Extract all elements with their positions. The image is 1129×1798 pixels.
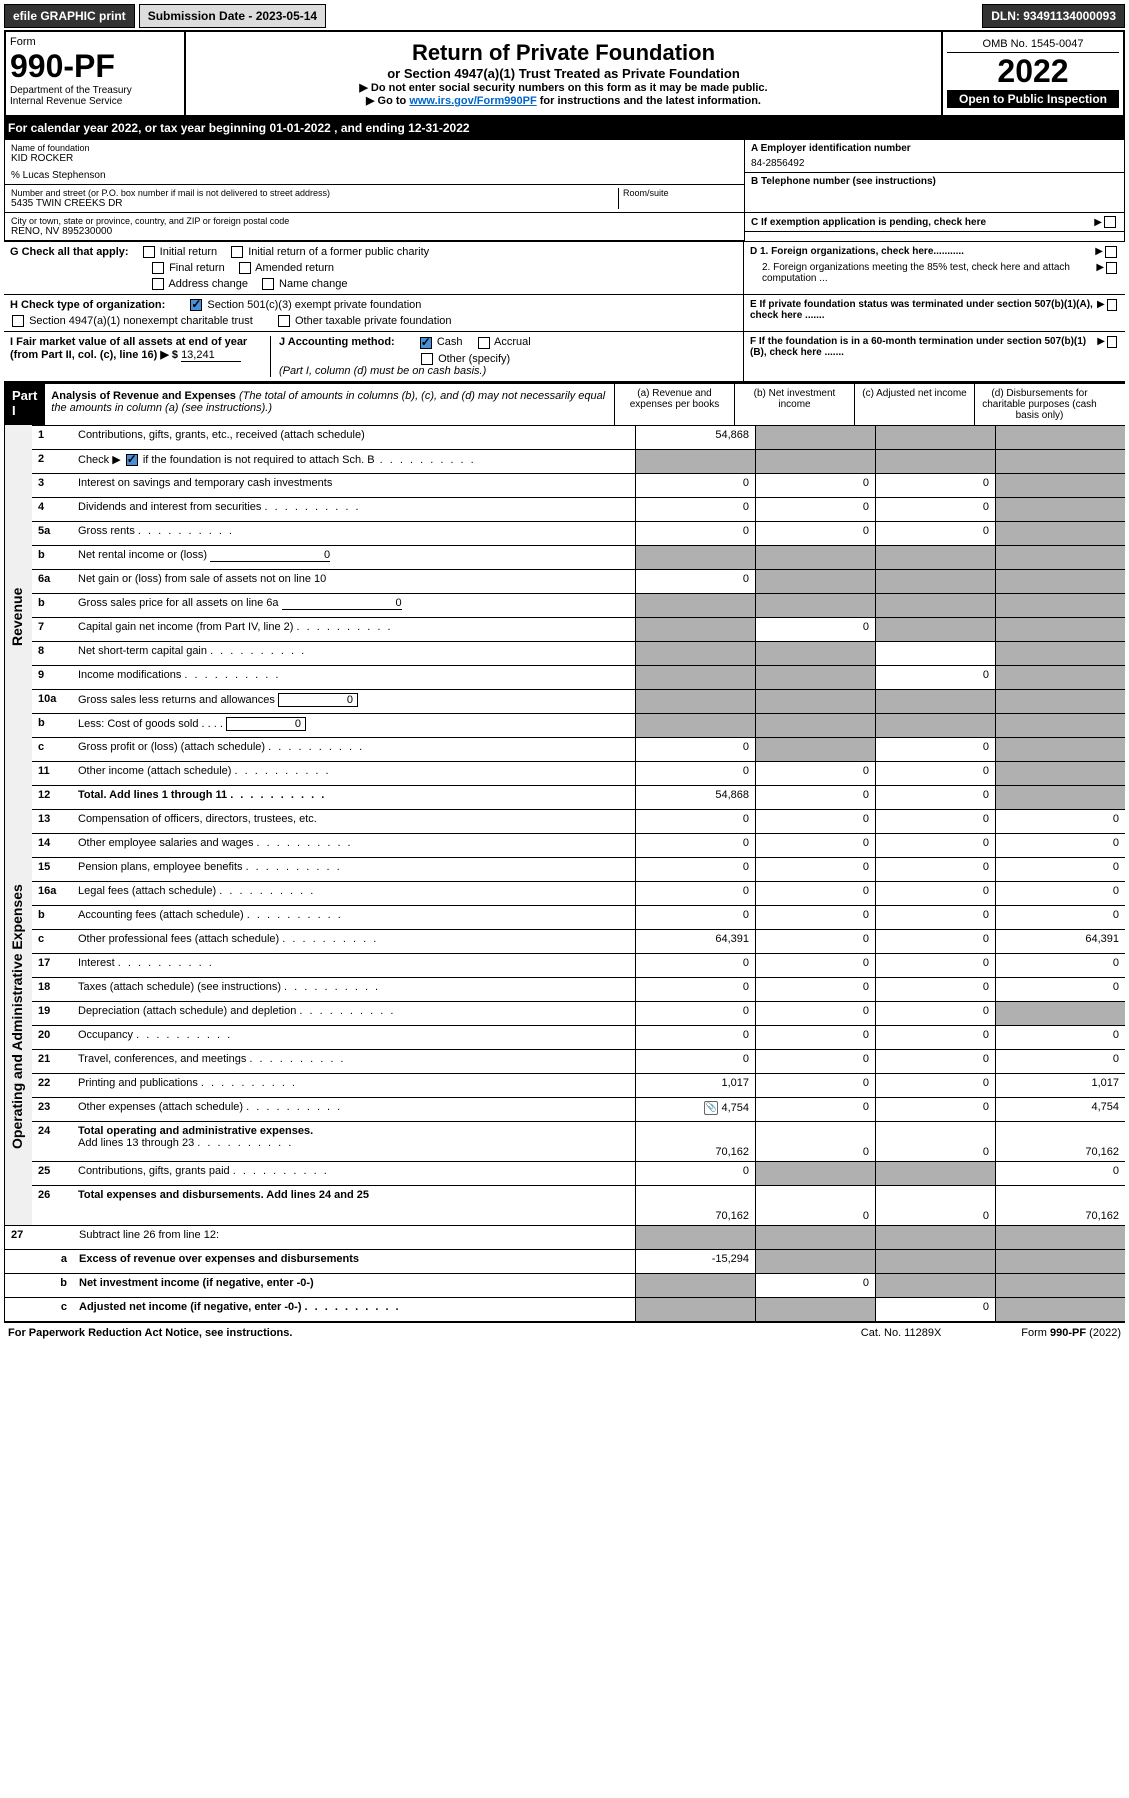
sch-b-checkbox[interactable] xyxy=(126,454,138,466)
name-change-checkbox[interactable] xyxy=(262,278,274,290)
col-b-header: (b) Net investment income xyxy=(734,384,854,425)
irs: Internal Revenue Service xyxy=(10,96,180,107)
d1-checkbox[interactable] xyxy=(1105,246,1117,258)
entity-info: Name of foundation KID ROCKER % Lucas St… xyxy=(4,139,1125,242)
d2-label: 2. Foreign organizations meeting the 85%… xyxy=(750,262,1096,284)
expenses-section: Operating and Administrative Expenses 13… xyxy=(4,809,1125,1225)
col-c-header: (c) Adjusted net income xyxy=(854,384,974,425)
check-section-h: H Check type of organization: Section 50… xyxy=(4,295,1125,332)
ein: 84-2856492 xyxy=(751,158,1118,169)
part1-title: Analysis of Revenue and Expenses xyxy=(51,390,236,402)
tax-year: 2022 xyxy=(947,53,1119,90)
c-label: C If exemption application is pending, c… xyxy=(751,217,986,228)
arrow-icon: ▶ xyxy=(1094,217,1102,228)
j-note: (Part I, column (d) must be on cash basi… xyxy=(279,365,737,377)
footer-form: Form 990-PF (2022) xyxy=(1021,1327,1121,1339)
d1-label: D 1. Foreign organizations, check here..… xyxy=(750,246,964,258)
cash-checkbox[interactable] xyxy=(420,337,432,349)
g-label: G Check all that apply: xyxy=(10,246,129,258)
c-checkbox[interactable] xyxy=(1104,216,1116,228)
address-change-checkbox[interactable] xyxy=(152,278,164,290)
501c3-checkbox[interactable] xyxy=(190,299,202,311)
h-label: H Check type of organization: xyxy=(10,299,165,311)
efile-button[interactable]: efile GRAPHIC print xyxy=(4,4,135,28)
col-a-header: (a) Revenue and expenses per books xyxy=(614,384,734,425)
address: 5435 TWIN CREEKS DR xyxy=(11,198,618,209)
foundation-name: KID ROCKER xyxy=(11,153,738,164)
form-note2: ▶ Go to www.irs.gov/Form990PF for instru… xyxy=(194,94,933,107)
other-method-checkbox[interactable] xyxy=(421,353,433,365)
footer-left: For Paperwork Reduction Act Notice, see … xyxy=(8,1327,292,1339)
room-label: Room/suite xyxy=(623,188,738,198)
e-label: E If private foundation status was termi… xyxy=(750,299,1097,321)
accrual-checkbox[interactable] xyxy=(478,337,490,349)
attachment-icon[interactable]: 📎 xyxy=(704,1101,718,1115)
part1-header-row: Part I Analysis of Revenue and Expenses … xyxy=(4,383,1125,425)
expenses-label: Operating and Administrative Expenses xyxy=(4,809,32,1225)
care-of: % Lucas Stephenson xyxy=(11,170,738,181)
omb: OMB No. 1545-0047 xyxy=(947,36,1119,53)
part1-label: Part I xyxy=(4,384,45,425)
dept: Department of the Treasury xyxy=(10,85,180,96)
other-taxable-checkbox[interactable] xyxy=(278,315,290,327)
inspection-badge: Open to Public Inspection xyxy=(947,90,1119,108)
j-label: J Accounting method: xyxy=(279,336,395,348)
revenue-section: Revenue 1Contributions, gifts, grants, e… xyxy=(4,425,1125,809)
city-label: City or town, state or province, country… xyxy=(11,216,738,226)
calendar-year: For calendar year 2022, or tax year begi… xyxy=(4,117,1125,139)
amended-checkbox[interactable] xyxy=(239,262,251,274)
form-note1: ▶ Do not enter social security numbers o… xyxy=(194,81,933,94)
check-section-ij: I Fair market value of all assets at end… xyxy=(4,332,1125,382)
form-label: Form xyxy=(10,36,180,48)
f-checkbox[interactable] xyxy=(1107,336,1117,348)
form-number: 990-PF xyxy=(10,48,180,85)
initial-former-checkbox[interactable] xyxy=(231,246,243,258)
name-label: Name of foundation xyxy=(11,143,738,153)
revenue-label: Revenue xyxy=(4,425,32,809)
dln: DLN: 93491134000093 xyxy=(982,4,1125,28)
check-section-g: G Check all that apply: Initial return I… xyxy=(4,242,1125,295)
4947-checkbox[interactable] xyxy=(12,315,24,327)
d2-checkbox[interactable] xyxy=(1106,262,1117,274)
final-return-checkbox[interactable] xyxy=(152,262,164,274)
irs-link[interactable]: www.irs.gov/Form990PF xyxy=(409,95,536,107)
cat-no: Cat. No. 11289X xyxy=(861,1327,942,1339)
form-subtitle: or Section 4947(a)(1) Trust Treated as P… xyxy=(194,66,933,81)
i-value: 13,241 xyxy=(181,349,241,362)
phone-label: B Telephone number (see instructions) xyxy=(751,176,1118,187)
city: RENO, NV 895230000 xyxy=(11,226,738,237)
page-footer: For Paperwork Reduction Act Notice, see … xyxy=(4,1321,1125,1343)
e-checkbox[interactable] xyxy=(1107,299,1117,311)
header-bar: efile GRAPHIC print Submission Date - 20… xyxy=(4,4,1125,28)
f-label: F If the foundation is in a 60-month ter… xyxy=(750,336,1097,358)
ein-label: A Employer identification number xyxy=(751,143,1118,154)
addr-label: Number and street (or P.O. box number if… xyxy=(11,188,618,198)
form-header: Form 990-PF Department of the Treasury I… xyxy=(4,30,1125,117)
initial-return-checkbox[interactable] xyxy=(143,246,155,258)
form-title: Return of Private Foundation xyxy=(194,40,933,66)
col-d-header: (d) Disbursements for charitable purpose… xyxy=(974,384,1104,425)
submission-date: Submission Date - 2023-05-14 xyxy=(139,4,326,28)
